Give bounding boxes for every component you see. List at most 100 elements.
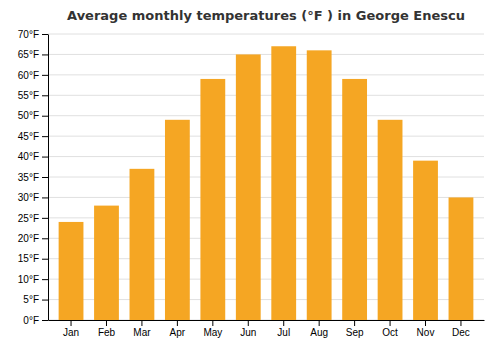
y-tick-mark: [42, 34, 48, 35]
y-tick-label: 50°F: [18, 110, 39, 121]
x-tick-label: Jan: [63, 327, 79, 338]
y-tick: 65°F: [18, 49, 48, 60]
x-tick-label: Jun: [240, 327, 256, 338]
x-tick: Apr: [170, 320, 186, 338]
y-tick: 25°F: [18, 213, 48, 224]
x-tick: Dec: [452, 320, 470, 338]
x-tick-mark: [283, 320, 284, 326]
x-tick: Feb: [98, 320, 116, 338]
x-tick-mark: [425, 320, 426, 326]
x-tick: Jan: [63, 320, 79, 338]
x-tick-mark: [71, 320, 72, 326]
x-tick: Mar: [133, 320, 151, 338]
y-tick-mark: [42, 75, 48, 76]
x-tick: Jun: [240, 320, 256, 338]
y-tick-label: 25°F: [18, 213, 39, 224]
bar: [271, 46, 296, 320]
x-tick-mark: [390, 320, 391, 326]
y-tick-mark: [42, 197, 48, 198]
x-tick: Sep: [346, 320, 364, 338]
x-tick-label: Apr: [170, 327, 186, 338]
y-tick-label: 20°F: [18, 233, 39, 244]
y-tick-mark: [42, 259, 48, 260]
y-tick-label: 5°F: [23, 294, 39, 305]
y-tick-label: 45°F: [18, 131, 39, 142]
y-tick-mark: [42, 320, 48, 321]
x-tick-mark: [177, 320, 178, 326]
x-tick-mark: [319, 320, 320, 326]
grid-line: [48, 74, 484, 75]
x-tick-label: Oct: [382, 327, 398, 338]
grid-line: [48, 95, 484, 96]
x-tick-mark: [354, 320, 355, 326]
grid-line: [48, 115, 484, 116]
y-axis-line: [48, 35, 49, 321]
x-tick-label: Feb: [98, 327, 116, 338]
y-tick-label: 70°F: [18, 29, 39, 40]
y-tick: 35°F: [18, 172, 48, 183]
grid-line: [48, 34, 484, 35]
y-tick: 50°F: [18, 110, 48, 121]
y-tick: 10°F: [18, 274, 48, 285]
y-tick-mark: [42, 300, 48, 301]
y-axis: 0°F 5°F 10°F 15°F 20°F 25°F 30°F 35°F 40°F 45°F 50…: [18, 29, 49, 326]
y-tick: 55°F: [18, 90, 48, 101]
y-tick-mark: [42, 279, 48, 280]
y-tick: 30°F: [18, 192, 48, 203]
x-tick: Nov: [417, 320, 435, 338]
bar: [59, 222, 84, 320]
y-tick-label: 35°F: [18, 172, 39, 183]
x-tick: Aug: [310, 320, 328, 338]
bar: [200, 79, 225, 320]
y-tick: 70°F: [18, 29, 48, 40]
bar: [94, 206, 119, 320]
title: Average monthly temperatures (°F ) in Ge…: [67, 8, 465, 23]
grid-line: [48, 156, 484, 157]
bar: [342, 79, 367, 320]
y-tick-mark: [42, 157, 48, 158]
y-tick-label: 15°F: [18, 253, 39, 264]
bar: [378, 120, 403, 320]
y-tick: 40°F: [18, 151, 48, 162]
x-tick-label: Nov: [417, 327, 435, 338]
y-tick-mark: [42, 116, 48, 117]
grid-line: [48, 136, 484, 137]
x-tick-label: Mar: [133, 327, 151, 338]
plot: 0°F 5°F 10°F 15°F 20°F 25°F 30°F 35°F 40°F 45°F 50…: [18, 29, 485, 338]
x-tick: Jul: [277, 320, 290, 338]
x-tick-mark: [212, 320, 213, 326]
y-tick-mark: [42, 177, 48, 178]
y-tick-label: 40°F: [18, 151, 39, 162]
y-tick: 60°F: [18, 70, 48, 81]
bar: [130, 169, 155, 320]
x-tick-mark: [248, 320, 249, 326]
y-tick-label: 10°F: [18, 274, 39, 285]
y-tick-mark: [42, 218, 48, 219]
y-tick: 15°F: [18, 253, 48, 264]
x-axis: Jan Feb Mar Apr May Jun Jul Aug Sep Oct Nov Dec: [49, 320, 485, 338]
y-tick: 0°F: [23, 315, 48, 326]
x-tick-label: Sep: [346, 327, 364, 338]
y-tick: 5°F: [23, 294, 48, 305]
grid: [48, 34, 484, 320]
y-tick-label: 65°F: [18, 49, 39, 60]
chart: 0°F 5°F 10°F 15°F 20°F 25°F 30°F 35°F 40°F 45°F 50…: [0, 0, 500, 350]
bar: [236, 54, 261, 320]
x-axis-line: [49, 320, 485, 321]
y-tick-label: 55°F: [18, 90, 39, 101]
y-tick-label: 0°F: [23, 315, 39, 326]
y-tick: 45°F: [18, 131, 48, 142]
y-tick: 20°F: [18, 233, 48, 244]
x-tick-label: Jul: [277, 327, 290, 338]
grid-line: [48, 54, 484, 55]
bar: [307, 50, 332, 320]
bars: [59, 46, 474, 320]
bar: [165, 120, 190, 320]
x-tick-label: Dec: [452, 327, 470, 338]
y-tick-mark: [42, 136, 48, 137]
bar: [413, 161, 438, 320]
x-tick-mark: [460, 320, 461, 326]
y-tick-mark: [42, 95, 48, 96]
x-tick: May: [203, 320, 222, 338]
x-tick: Oct: [382, 320, 398, 338]
